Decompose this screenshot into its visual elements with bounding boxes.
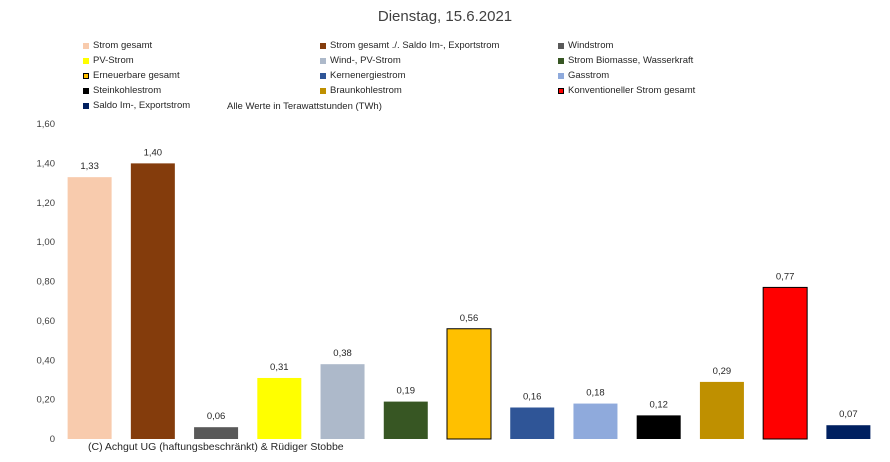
legend-item: Konventioneller Strom gesamt <box>558 85 695 96</box>
y-tick-label: 0,20 <box>37 395 56 406</box>
chart-title: Dienstag, 15.6.2021 <box>377 8 513 25</box>
data-label: 0,12 <box>649 399 668 410</box>
y-tick-label: 1,40 <box>37 158 56 169</box>
legend-swatch <box>83 42 89 49</box>
bars <box>67 163 871 440</box>
y-tick-label: 1,20 <box>37 198 56 209</box>
legend-label: PV-Strom <box>93 55 134 66</box>
bar <box>826 425 871 439</box>
legend-item: Gasstrom <box>558 70 609 81</box>
data-labels: 1,33 1,40 0,06 0,31 0,38 0,19 0,56 0,16 0,18 0,12… <box>80 147 857 422</box>
bar <box>67 177 112 439</box>
legend-swatch <box>558 87 564 94</box>
data-label: 0,38 <box>333 348 352 359</box>
bar <box>383 401 428 439</box>
legend-item: Kernenergiestrom <box>320 70 406 81</box>
legend-label: Gasstrom <box>568 70 610 81</box>
data-label: 0,19 <box>397 386 416 397</box>
legend-swatch <box>558 57 564 64</box>
legend-label: Strom gesamt <box>93 40 153 51</box>
y-tick-label: 0,60 <box>37 316 56 327</box>
legend-item: PV-Strom <box>83 55 134 66</box>
legend-label: Konventioneller Strom gesamt <box>568 85 696 96</box>
bar <box>699 381 744 439</box>
legend-swatch <box>558 42 564 49</box>
legend-swatch <box>83 87 89 94</box>
copyright-footer: (C) Achgut UG (haftungsbeschränkt) & Rüd… <box>88 441 344 453</box>
y-tick-label: 1,00 <box>37 237 56 248</box>
bar <box>130 163 175 439</box>
legend-swatch <box>320 87 326 94</box>
legend-swatch <box>83 72 89 79</box>
data-label: 0,07 <box>839 409 858 420</box>
bar <box>320 364 365 439</box>
y-tick-label: 1,60 <box>37 119 56 130</box>
legend-label: Erneuerbare gesamt <box>93 70 180 81</box>
legend-item: Strom gesamt ./. Saldo Im-, Exportstrom <box>320 40 499 51</box>
legend-label: Wind-, PV-Strom <box>330 55 401 66</box>
bar <box>510 407 555 439</box>
y-tick-label: 0 <box>50 434 55 445</box>
bar <box>573 403 618 439</box>
legend-swatch <box>83 102 89 109</box>
data-label: 0,16 <box>523 392 542 403</box>
legend-label: Strom Biomasse, Wasserkraft <box>568 55 694 66</box>
data-label: 0,06 <box>207 411 226 422</box>
legend-swatch <box>320 57 326 64</box>
bar <box>194 427 239 439</box>
legend-label: Kernenergiestrom <box>330 70 406 81</box>
data-label: 0,18 <box>586 388 605 399</box>
data-label: 0,77 <box>776 271 795 282</box>
bar <box>446 328 492 440</box>
legend-item: Saldo Im-, Exportstrom <box>83 100 190 111</box>
legend-item: Erneuerbare gesamt <box>83 70 180 81</box>
legend-swatch <box>83 57 89 64</box>
legend-label: Strom gesamt ./. Saldo Im-, Exportstrom <box>330 40 500 51</box>
legend-label: Windstrom <box>568 40 614 51</box>
legend-item: Braunkohlestrom <box>320 85 402 96</box>
legend-label: Steinkohlestrom <box>93 85 162 96</box>
bar <box>636 415 681 439</box>
data-label: 1,33 <box>80 161 99 172</box>
y-tick-label: 0,80 <box>37 277 56 288</box>
chart-legend: Strom gesamt Strom gesamt ./. Saldo Im-, … <box>0 0 890 120</box>
legend-item: Strom gesamt <box>83 40 152 51</box>
y-tick-label: 0,40 <box>37 355 56 366</box>
legend-swatch <box>558 72 564 79</box>
data-label: 0,29 <box>713 366 732 377</box>
bar <box>762 286 808 440</box>
legend-item: Wind-, PV-Strom <box>320 55 401 66</box>
legend-label: Braunkohlestrom <box>330 85 402 96</box>
bar <box>257 377 302 439</box>
legend-item: Windstrom <box>558 40 613 51</box>
data-label: 0,56 <box>460 313 479 324</box>
data-label: 1,40 <box>144 147 163 158</box>
legend-item: Steinkohlestrom <box>83 85 161 96</box>
legend-swatch <box>320 72 326 79</box>
legend-label: Saldo Im-, Exportstrom <box>93 100 191 111</box>
y-axis: 0 0,20 0,40 0,60 0,80 1,00 1,20 1,40 1,60 <box>37 119 56 445</box>
legend-swatch <box>320 42 326 49</box>
chart-subtitle: Alle Werte in Terawattstunden (TWh) <box>227 101 382 112</box>
data-label: 0,31 <box>270 362 289 373</box>
legend-item: Strom Biomasse, Wasserkraft <box>558 55 693 66</box>
